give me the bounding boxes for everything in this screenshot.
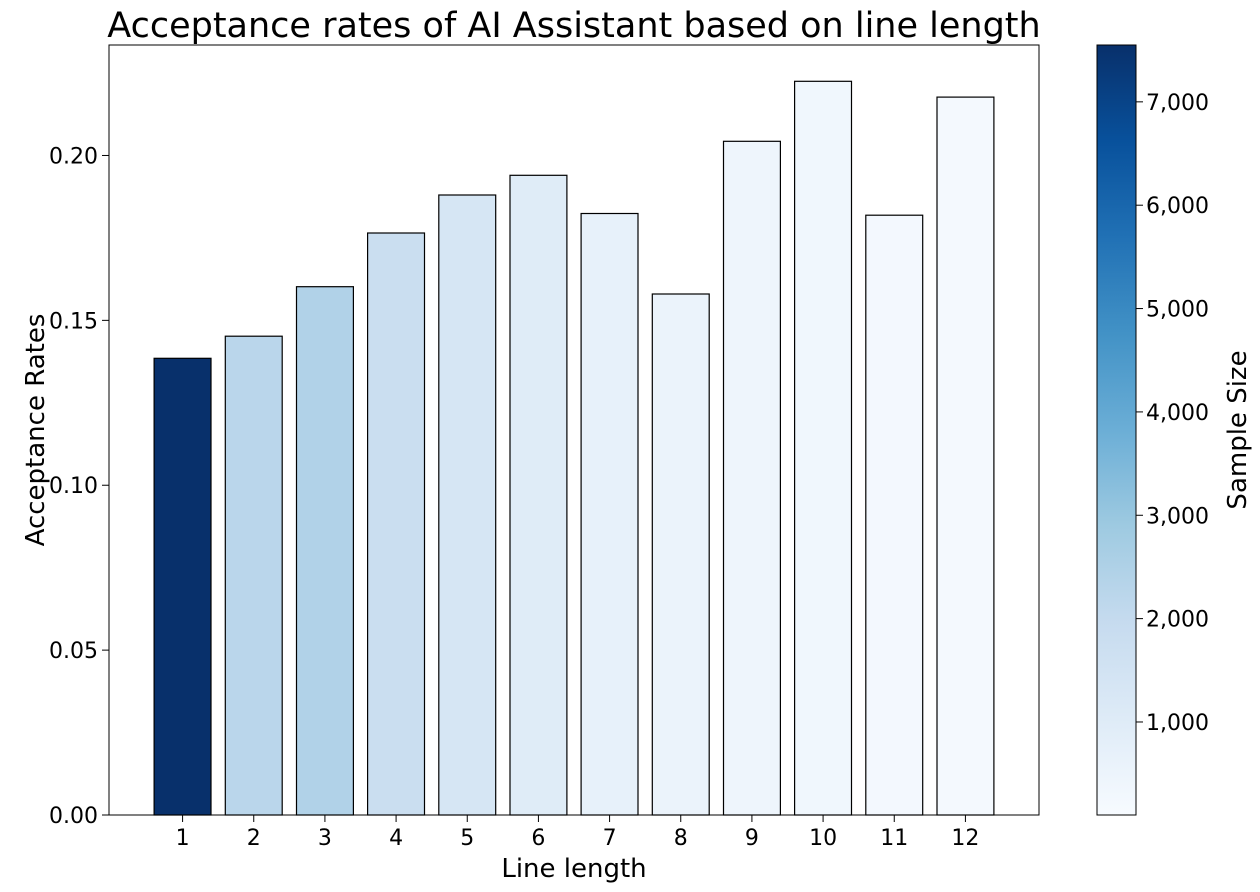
bar <box>295 286 355 816</box>
x-tick-label: 12 <box>951 826 979 851</box>
colorbar-label: Sample Size <box>1223 350 1253 509</box>
y-tick-label: 0.05 <box>49 639 98 664</box>
colorbar-tick-label: 7,000 <box>1146 91 1209 116</box>
bar <box>509 174 568 816</box>
plot-frame <box>108 44 1040 816</box>
bar <box>722 140 782 816</box>
colorbar-tick-label: 4,000 <box>1146 401 1209 426</box>
x-tick-label: 6 <box>531 826 545 851</box>
bar <box>936 96 995 816</box>
colorbar-axis: 1,000 2,000 3,000 4,000 5,000 6,000 7,000 <box>1136 91 1209 736</box>
x-tick-label: 8 <box>674 826 688 851</box>
y-axis: 0.00 0.05 0.10 0.15 0.20 <box>49 144 109 829</box>
bar <box>367 232 426 816</box>
x-tick-label: 2 <box>247 826 261 851</box>
colorbar-tick-label: 1,000 <box>1146 711 1209 736</box>
y-tick-label: 0.00 <box>49 804 98 829</box>
colorbar-tick-label: 5,000 <box>1146 298 1209 323</box>
y-tick-label: 0.20 <box>49 144 98 169</box>
colorbar-tick-label: 6,000 <box>1146 194 1209 219</box>
x-tick-label: 9 <box>745 826 759 851</box>
y-axis-label: Acceptance Rates <box>21 314 51 547</box>
x-tick-label: 5 <box>460 826 474 851</box>
x-axis-label: Line length <box>501 854 646 884</box>
x-tick-label: 4 <box>389 826 403 851</box>
bars-group <box>153 80 995 816</box>
x-axis: 1 2 3 4 5 6 7 8 9 10 11 12 <box>176 815 979 851</box>
colorbar-tick-label: 2,000 <box>1146 608 1209 633</box>
x-tick-label: 11 <box>880 826 908 851</box>
bar <box>224 335 283 816</box>
colorbar <box>1096 44 1137 816</box>
bar <box>580 212 639 816</box>
x-tick-label: 10 <box>809 826 837 851</box>
bar <box>865 214 924 816</box>
x-tick-label: 7 <box>603 826 617 851</box>
colorbar-tick-label: 3,000 <box>1146 504 1209 529</box>
y-tick-label: 0.10 <box>49 474 98 499</box>
bar <box>153 357 212 816</box>
bar <box>651 293 710 816</box>
bar <box>793 80 853 816</box>
bar <box>438 194 497 816</box>
x-tick-label: 1 <box>176 826 190 851</box>
chart-title: Acceptance rates of AI Assistant based o… <box>107 6 1040 46</box>
x-tick-label: 3 <box>318 826 332 851</box>
y-tick-label: 0.15 <box>49 309 98 334</box>
